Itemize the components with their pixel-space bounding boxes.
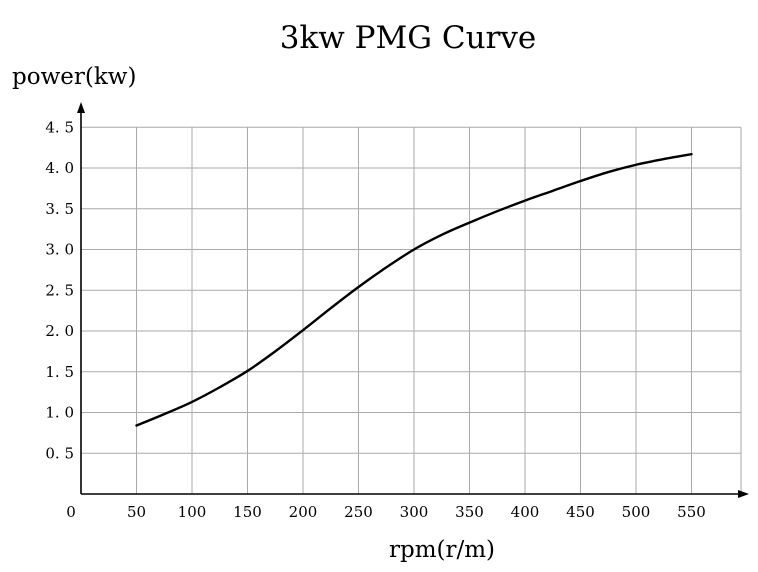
y-tick-label: 3. 5 [45, 200, 74, 218]
grid [81, 126, 742, 494]
y-tick-label: 2. 5 [45, 281, 74, 299]
x-tick-label: 400 [511, 503, 540, 521]
series [135, 152, 693, 427]
x-tick-label: 550 [677, 503, 706, 521]
x-tick-label: 500 [622, 503, 651, 521]
x-tick-label: 300 [400, 503, 429, 521]
y-tick-label: 4. 5 [45, 118, 74, 136]
x-axis-arrow [738, 490, 749, 498]
y-tick-label: 1. 5 [45, 363, 74, 381]
chart-title: 3kw PMG Curve [280, 20, 536, 56]
y-tick-label: 4. 0 [45, 159, 74, 177]
x-tick-label: 450 [566, 503, 595, 521]
x-tick-label: 200 [289, 503, 318, 521]
y-axis-label: power(kw) [12, 64, 136, 90]
x-axis-label: rpm(r/m) [389, 537, 495, 563]
x-tick-label: 50 [127, 503, 146, 521]
x-tick-label: 350 [455, 503, 484, 521]
y-axis-arrow [77, 102, 85, 113]
x-tick-label: 150 [233, 503, 262, 521]
y-tick-label: 2. 0 [45, 322, 74, 340]
x-tick-label: 250 [344, 503, 373, 521]
y-tick-label: 3. 0 [45, 241, 74, 259]
series-line-power [135, 152, 693, 427]
tick-labels: 50 100 150 200 250 300 350 400 450 500 550 0. 5 1. 0… [45, 118, 705, 521]
y-tick-label: 1. 0 [45, 404, 74, 422]
axes [77, 102, 749, 498]
x-tick-label: 100 [178, 503, 207, 521]
y-tick-label: 0. 5 [45, 444, 74, 462]
origin-label: 0 [66, 503, 76, 521]
